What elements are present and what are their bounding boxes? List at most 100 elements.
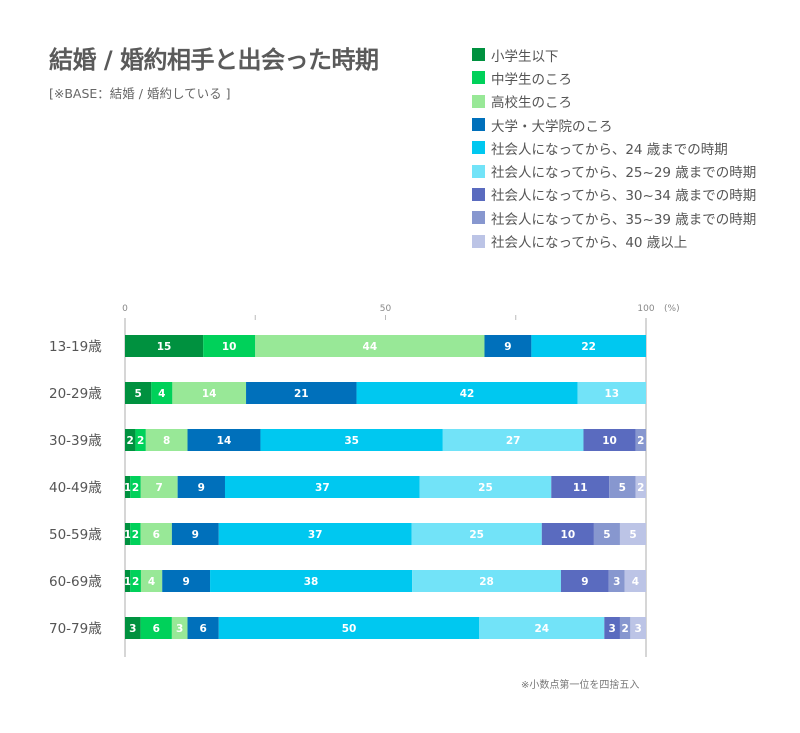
bar-segment bbox=[140, 476, 178, 498]
data-label: 10 bbox=[222, 341, 237, 353]
bar-segment bbox=[484, 335, 532, 357]
bar-segment bbox=[162, 570, 211, 592]
data-label: 9 bbox=[581, 576, 588, 588]
data-label: 38 bbox=[304, 576, 319, 588]
legend-item: 社会人になってから、24 歳までの時期 bbox=[472, 136, 756, 159]
legend-label: 小学生以下 bbox=[491, 48, 559, 65]
bar-segment bbox=[125, 335, 204, 357]
data-label: 1 bbox=[124, 529, 131, 541]
data-label: 9 bbox=[198, 482, 205, 494]
bar-segment bbox=[260, 429, 443, 451]
bar-segment bbox=[125, 429, 136, 451]
chart-subtitle: [※BASE：結婚 / 婚約している ] bbox=[49, 86, 231, 101]
legend: 小学生以下 中学生のころ 高校生のころ 大学・大学院のころ 社会人になってから、24 歳… bbox=[472, 43, 756, 253]
x-axis-unit: (%) bbox=[664, 304, 680, 314]
bar-segment bbox=[635, 429, 646, 451]
data-label: 6 bbox=[153, 529, 160, 541]
legend-item: 中学生のころ bbox=[472, 66, 756, 89]
bar-segment bbox=[172, 382, 247, 404]
bar-segment bbox=[218, 617, 480, 639]
bar-segment bbox=[560, 570, 609, 592]
bar-segment bbox=[218, 523, 412, 545]
category-label: 30-39歳 bbox=[49, 433, 102, 449]
bar-segment bbox=[608, 570, 625, 592]
bar-segment bbox=[125, 617, 141, 639]
bar-segment bbox=[187, 617, 219, 639]
legend-label: 社会人になってから、35~39 歳までの時期 bbox=[491, 211, 757, 228]
data-label: 24 bbox=[534, 623, 549, 635]
data-label: 3 bbox=[176, 623, 183, 635]
chart-title: 結婚 / 婚約相手と出会った時期 bbox=[49, 46, 379, 74]
bar-segment bbox=[604, 617, 620, 639]
legend-swatch bbox=[472, 94, 485, 108]
legend-item: 大学・大学院のころ bbox=[472, 113, 756, 136]
bar-segment bbox=[609, 476, 636, 498]
data-label: 1 bbox=[124, 576, 131, 588]
bar-segment bbox=[203, 335, 256, 357]
data-label: 27 bbox=[506, 435, 521, 447]
bar-segment bbox=[419, 476, 552, 498]
bar-segment bbox=[577, 382, 646, 404]
legend-item: 社会人になってから、25~29 歳までの時期 bbox=[472, 159, 756, 182]
data-label: 5 bbox=[629, 529, 636, 541]
bar-segment bbox=[125, 476, 131, 498]
bar-segment bbox=[151, 382, 173, 404]
legend-label: 社会人になってから、25~29 歳までの時期 bbox=[491, 165, 757, 182]
data-label: 3 bbox=[613, 576, 620, 588]
data-label: 1 bbox=[124, 482, 131, 494]
bar-segment bbox=[630, 617, 646, 639]
bar-segment bbox=[125, 523, 131, 545]
data-label: 6 bbox=[153, 623, 160, 635]
data-label: 4 bbox=[148, 576, 155, 588]
legend-swatch bbox=[472, 48, 485, 62]
data-label: 14 bbox=[217, 435, 232, 447]
bar-segment bbox=[187, 429, 261, 451]
data-label: 5 bbox=[135, 388, 142, 400]
data-label: 14 bbox=[202, 388, 217, 400]
data-label: 25 bbox=[469, 529, 484, 541]
x-tick-label: 0 bbox=[122, 304, 128, 314]
data-label: 2 bbox=[132, 529, 139, 541]
bar-segment bbox=[619, 523, 646, 545]
data-label: 9 bbox=[504, 341, 511, 353]
data-label: 3 bbox=[129, 623, 136, 635]
data-label: 13 bbox=[604, 388, 619, 400]
data-label: 28 bbox=[479, 576, 494, 588]
legend-item: 社会人になってから、35~39 歳までの時期 bbox=[472, 206, 756, 229]
bar-segment bbox=[619, 617, 631, 639]
legend-label: 社会人になってから、30~34 歳までの時期 bbox=[491, 188, 757, 205]
data-label: 11 bbox=[573, 482, 588, 494]
bar-segment bbox=[125, 570, 131, 592]
data-label: 5 bbox=[619, 482, 626, 494]
legend-swatch bbox=[472, 118, 485, 132]
x-tick-label: 50 bbox=[380, 304, 392, 314]
legend-label: 大学・大学院のころ bbox=[491, 118, 613, 135]
data-label: 2 bbox=[132, 482, 139, 494]
data-label: 9 bbox=[192, 529, 199, 541]
bar-segment bbox=[224, 476, 420, 498]
legend-swatch bbox=[472, 211, 485, 225]
bar-segment bbox=[171, 617, 188, 639]
data-label: 2 bbox=[622, 623, 629, 635]
data-label: 42 bbox=[460, 388, 475, 400]
data-label: 4 bbox=[632, 576, 639, 588]
bar-segment bbox=[635, 476, 646, 498]
data-label: 5 bbox=[603, 529, 610, 541]
bar-segment bbox=[531, 335, 646, 357]
bar-segment bbox=[624, 570, 646, 592]
legend-swatch bbox=[472, 234, 485, 248]
data-label: 21 bbox=[294, 388, 309, 400]
data-label: 2 bbox=[137, 435, 144, 447]
data-label: 22 bbox=[581, 341, 596, 353]
bar-segment bbox=[412, 570, 561, 592]
category-label: 50-59歳 bbox=[49, 527, 102, 543]
data-label: 35 bbox=[344, 435, 359, 447]
footnote: ※小数点第一位を四捨五入 bbox=[521, 680, 640, 691]
data-label: 25 bbox=[478, 482, 493, 494]
data-label: 7 bbox=[156, 482, 163, 494]
bar-segment bbox=[140, 523, 172, 545]
bar-segment bbox=[140, 570, 163, 592]
bar-segment bbox=[583, 429, 636, 451]
bar-segment bbox=[130, 570, 141, 592]
